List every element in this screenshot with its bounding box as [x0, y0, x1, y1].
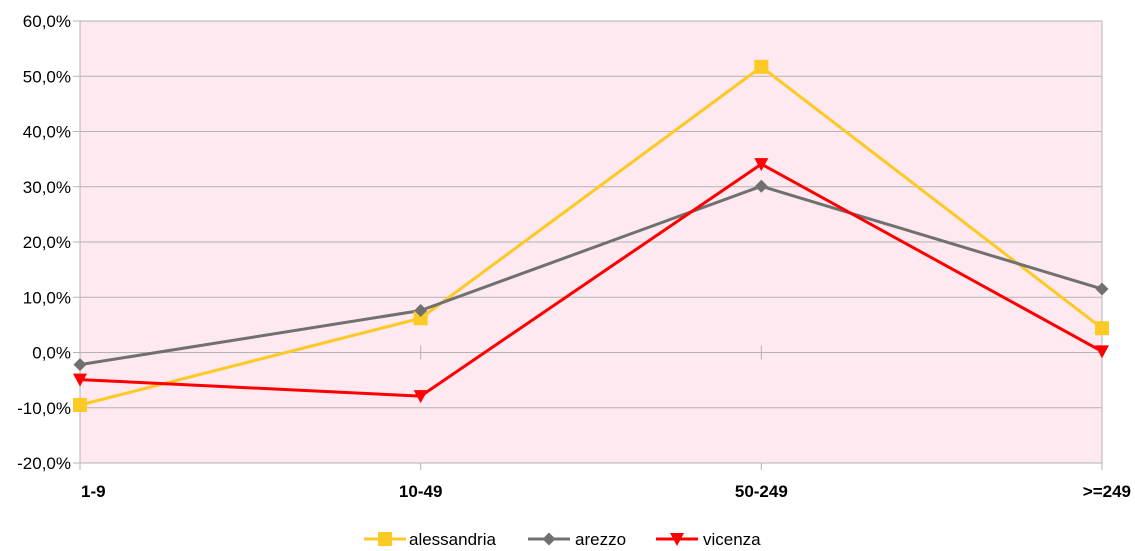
data-point-alessandria: [754, 59, 769, 74]
data-point-vicenza: [754, 158, 769, 172]
series-lines: [79, 65, 1103, 407]
x-axis: 1-9 10-49 50-249 >=249: [79, 345, 1131, 501]
data-point-vicenza: [413, 390, 428, 404]
data-point-vicenza: [73, 373, 87, 387]
series-line-arezzo: [79, 184, 1103, 367]
y-tick-label: 30,0%: [23, 178, 71, 197]
legend-label-alessandria: alessandria: [409, 530, 496, 549]
y-tick-label: 10,0%: [23, 288, 71, 307]
data-point-arezzo: [73, 358, 87, 372]
legend-marker-alessandria: [378, 532, 392, 546]
data-point-vicenza: [1095, 345, 1109, 359]
legend: alessandria arezzo vicenza: [364, 530, 761, 549]
x-tick-label: 50-249: [735, 482, 788, 501]
data-point-alessandria: [73, 397, 87, 412]
series-line-vicenza: [79, 162, 1103, 398]
y-tick-label: 0,0%: [32, 344, 71, 363]
legend-label-arezzo: arezzo: [575, 530, 626, 549]
x-tick-label: >=249: [1083, 482, 1131, 501]
y-tick-label: 50,0%: [23, 67, 71, 86]
legend-marker-arezzo: [542, 532, 556, 546]
series-markers: [73, 59, 1109, 412]
data-point-arezzo: [414, 304, 428, 318]
y-axis: 60,0% 50,0% 40,0% 30,0% 20,0% 10,0% 0,0% -10,0%…: [17, 12, 80, 473]
y-tick-label: -10,0%: [17, 399, 71, 418]
y-tick-label: -20,0%: [17, 454, 71, 473]
series-line-alessandria: [79, 65, 1103, 407]
data-point-alessandria: [1095, 321, 1109, 336]
y-tick-label: 60,0%: [23, 12, 71, 31]
data-point-arezzo: [1095, 282, 1109, 296]
legend-label-vicenza: vicenza: [703, 530, 761, 549]
y-tick-label: 20,0%: [23, 233, 71, 252]
y-tick-label: 40,0%: [23, 123, 71, 142]
x-tick-label: 1-9: [81, 482, 106, 501]
legend-marker-vicenza: [670, 533, 684, 546]
data-point-alessandria: [413, 311, 428, 326]
data-point-arezzo: [754, 179, 768, 193]
x-tick-label: 10-49: [399, 482, 442, 501]
